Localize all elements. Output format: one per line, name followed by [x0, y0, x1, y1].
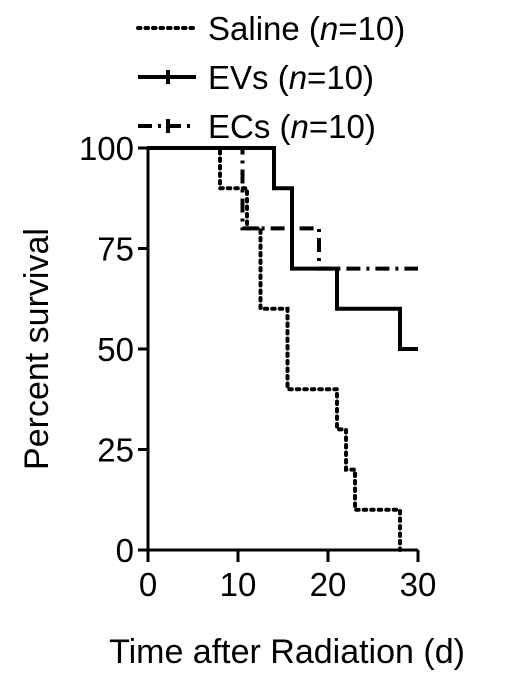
series-line-0: [146, 146, 402, 552]
plot-lines: [146, 146, 418, 552]
legend-label-prefix: ECs (: [208, 108, 291, 145]
axes: [146, 148, 418, 552]
legend-label-italic: n: [291, 108, 309, 145]
y-axis-title: Percent survival: [18, 228, 56, 470]
legend-label-2: ECs (n=10): [208, 108, 376, 145]
y-tick-label: 100: [79, 130, 134, 167]
y-tick-label: 25: [97, 432, 134, 469]
legend-label-italic: n: [289, 59, 307, 96]
y-tick-label: 0: [116, 532, 134, 569]
legend-label-1: EVs (n=10): [208, 59, 374, 96]
y-tick-label: 75: [97, 231, 134, 268]
legend-label-prefix: Saline (: [208, 10, 320, 47]
y-tick-label: 50: [97, 331, 134, 368]
series-line-2: [148, 146, 418, 271]
x-ticks: 0 10 20 30: [139, 550, 437, 603]
series-line-1: [148, 146, 418, 351]
y-ticks: 0 25 50 75 100: [79, 130, 148, 569]
legend-label-prefix: EVs (: [208, 59, 289, 96]
x-tick-label: 10: [220, 566, 257, 603]
x-tick-label: 0: [139, 566, 157, 603]
x-tick-label: 20: [310, 566, 347, 603]
legend-label-0: Saline (n=10): [208, 10, 405, 47]
x-axis-title: Time after Radiation (d): [109, 633, 465, 671]
legend-label-italic: n: [320, 10, 338, 47]
legend-label-suffix: =10): [307, 59, 374, 96]
legend: Saline (n=10)EVs (n=10)ECs (n=10): [136, 10, 405, 145]
x-tick-label: 30: [400, 566, 437, 603]
legend-label-suffix: =10): [338, 10, 405, 47]
legend-label-suffix: =10): [309, 108, 376, 145]
